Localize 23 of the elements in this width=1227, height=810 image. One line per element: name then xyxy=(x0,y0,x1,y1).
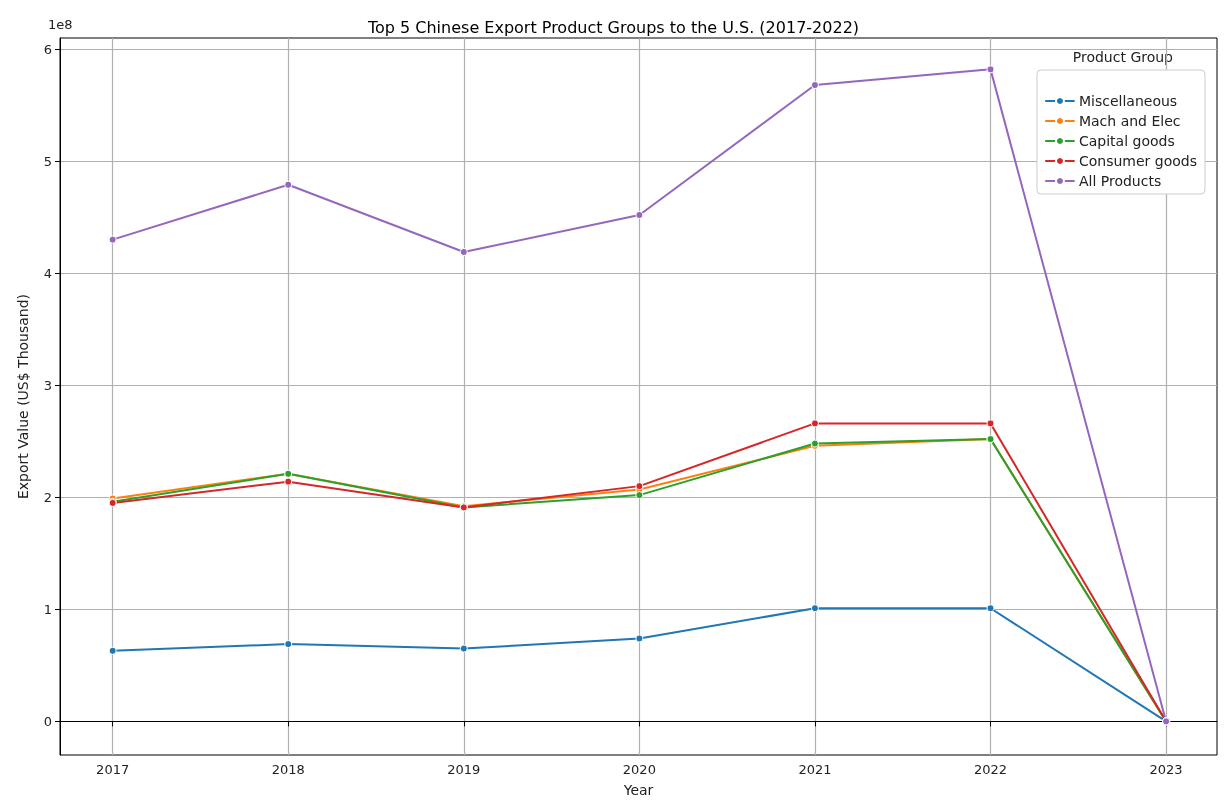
x-axis-title: Year xyxy=(622,782,654,798)
y-axis-title: Export Value (US$ Thousand) xyxy=(15,293,31,500)
x-tick-label: 2023 xyxy=(1149,762,1183,777)
y-tick-label: 5 xyxy=(43,153,52,169)
x-tick-label: 2021 xyxy=(798,762,832,777)
legend-label: Capital goods xyxy=(1078,133,1175,149)
y-tick-label: 4 xyxy=(43,265,52,281)
legend-label: Mach and Elec xyxy=(1078,113,1181,129)
y-tick-label: 0 xyxy=(43,713,52,729)
legend-label: Consumer goods xyxy=(1078,153,1198,169)
y-tick-label: 1 xyxy=(43,601,52,617)
y-tick-label: 2 xyxy=(43,489,52,505)
x-tick-label: 2018 xyxy=(271,762,305,777)
chart-title: Top 5 Chinese Export Product Groups to the U.S. (2017-2022) xyxy=(366,17,860,37)
legend-label: All Products xyxy=(1078,173,1162,189)
legend-label: Miscellaneous xyxy=(1078,93,1178,109)
y-tick-label: 6 xyxy=(43,41,52,57)
y-tick-label: 3 xyxy=(43,377,52,393)
x-tick-label: 2020 xyxy=(622,762,656,777)
x-tick-label: 2022 xyxy=(973,762,1008,777)
x-tick-label: 2017 xyxy=(96,762,130,777)
text: 1e8 xyxy=(48,17,73,32)
x-tick-label: 2019 xyxy=(447,762,481,777)
